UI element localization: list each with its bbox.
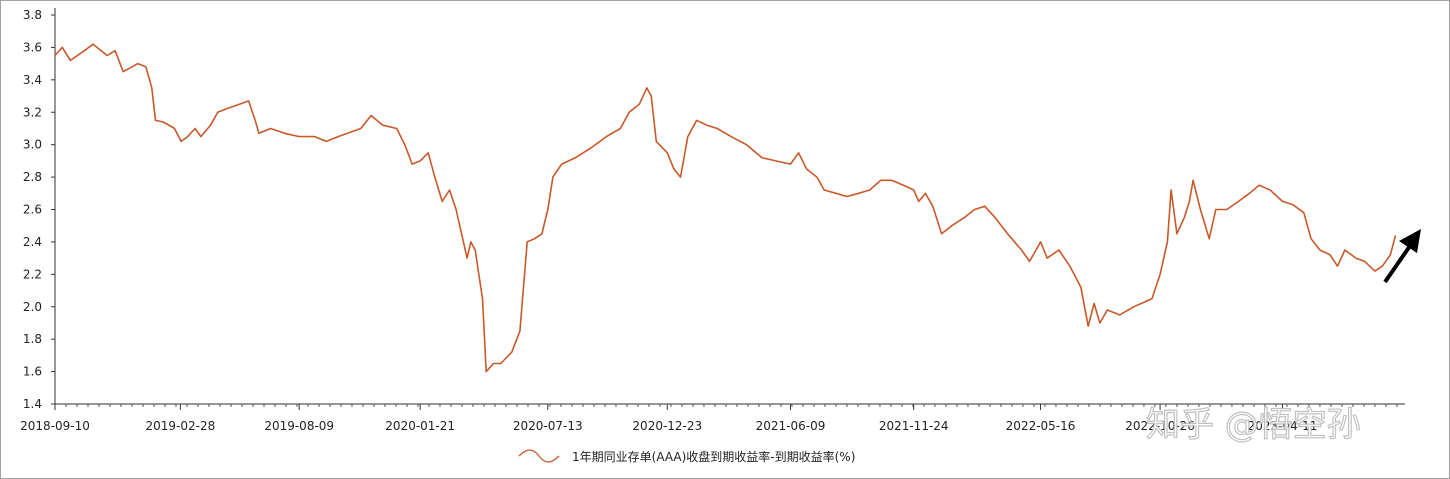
x-tick-label: 2020-01-21 [385, 419, 455, 433]
x-axis: 2018-09-10 2019-02-28 2019-08-09 2020-01-21… [20, 403, 1405, 433]
x-tick-label: 2019-08-09 [264, 419, 334, 433]
y-tick-label: 3.0 [23, 138, 42, 152]
y-tick-label: 1.8 [23, 332, 42, 346]
legend: 1年期同业存单(AAA)收盘到期收益率-到期收益率(%) [518, 449, 855, 464]
arrow-shaft [1383, 241, 1414, 284]
annotation-arrow [1383, 229, 1421, 284]
y-tick-label: 1.4 [23, 397, 42, 411]
x-tick-label: 2023-04-11 [1248, 419, 1318, 433]
watermark: 知乎 @悟空孙 [1146, 405, 1361, 445]
series-line-0 [54, 43, 1397, 373]
y-tick-label: 1.6 [23, 365, 42, 379]
x-tick-label: 2021-11-24 [879, 419, 949, 433]
y-tick-label: 2.4 [23, 235, 42, 249]
x-tick-label: 2019-02-28 [146, 419, 216, 433]
y-tick-label: 2.6 [23, 203, 42, 217]
y-tick-label: 3.6 [23, 40, 42, 54]
x-tick-label: 2021-06-09 [756, 419, 826, 433]
y-tick-label: 3.8 [23, 8, 42, 22]
y-tick-label: 2.0 [23, 300, 42, 314]
x-tick-label: 2022-05-16 [1006, 419, 1076, 433]
y-axis: 1.4 1.6 1.8 2.0 2.2 2.4 2.6 2.8 3.0 3.2 3.4 3.6 3.8 [23, 8, 56, 411]
y-tick-label: 2.8 [23, 170, 42, 184]
arrow-head [1399, 229, 1421, 253]
x-tick-label: 2020-12-23 [632, 419, 702, 433]
legend-label: 1年期同业存单(AAA)收盘到期收益率-到期收益率(%) [572, 449, 855, 464]
x-tick-label: 2020-07-13 [513, 419, 583, 433]
y-tick-label: 3.4 [23, 73, 42, 87]
legend-line-swatch [518, 449, 560, 463]
series-layer [54, 43, 1397, 373]
x-tick-label: 2022-10-26 [1125, 419, 1195, 433]
x-tick-label: 2018-09-10 [20, 419, 90, 433]
y-tick-label: 2.2 [23, 267, 42, 281]
y-tick-label: 3.2 [23, 105, 42, 119]
